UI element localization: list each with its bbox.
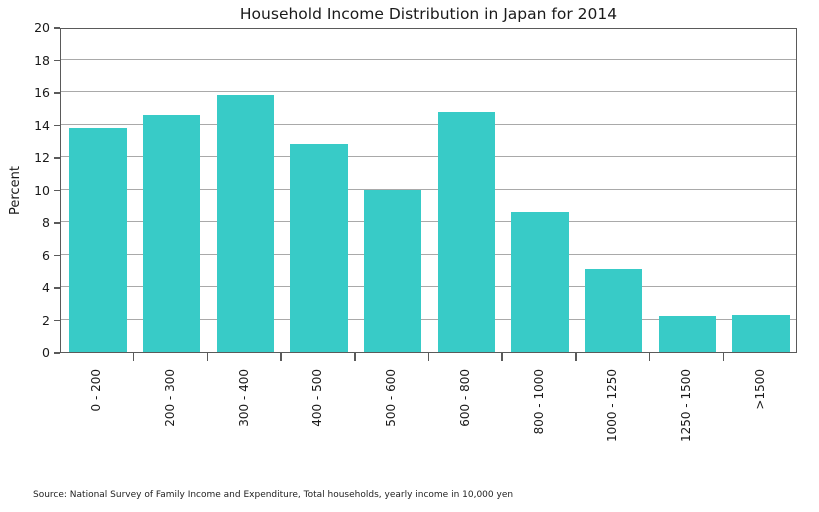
bar-600 - 800 bbox=[437, 111, 496, 352]
bar-400 - 500 bbox=[290, 144, 348, 352]
y-tick-mark-20 bbox=[54, 27, 60, 29]
y-tick-label-20: 20 bbox=[34, 20, 50, 35]
x-tick-mark-1 bbox=[132, 353, 135, 361]
x-tick-label-0 - 200: 0 - 200 bbox=[89, 369, 104, 412]
y-tick-label-8: 8 bbox=[42, 215, 50, 230]
gridline-4 bbox=[61, 286, 796, 287]
y-tick-label-12: 12 bbox=[34, 150, 50, 165]
gridline-14 bbox=[61, 123, 796, 125]
bar-1000 - 1250 bbox=[585, 269, 643, 352]
bar-1250 - 1500 bbox=[658, 316, 717, 352]
y-tick-mark-14 bbox=[54, 124, 60, 127]
bar-0 - 200 bbox=[69, 127, 127, 352]
x-tick-label-1000 - 1250: 1000 - 1250 bbox=[605, 369, 620, 443]
y-tick-mark-4 bbox=[54, 287, 60, 289]
gridline-8 bbox=[61, 221, 796, 222]
x-tick-mark-5 bbox=[427, 353, 430, 361]
bar-300 - 400 bbox=[216, 95, 274, 352]
x-tick-label-200 - 300: 200 - 300 bbox=[163, 369, 178, 427]
chart-title: Household Income Distribution in Japan f… bbox=[239, 5, 618, 23]
source-note: Source: National Survey of Family Income… bbox=[33, 490, 514, 500]
x-tick-mark-8 bbox=[648, 353, 651, 361]
y-tick-mark-10 bbox=[54, 189, 60, 192]
x-tick-label-1250 - 1500: 1250 - 1500 bbox=[678, 369, 693, 443]
bar-800 - 1000 bbox=[511, 212, 569, 352]
gridline-16 bbox=[61, 91, 796, 92]
y-tick-label-14: 14 bbox=[34, 117, 50, 133]
x-tick-label-800 - 1000: 800 - 1000 bbox=[531, 369, 546, 435]
x-tick-label-400 - 500: 400 - 500 bbox=[310, 369, 325, 427]
x-tick-mark-6 bbox=[501, 353, 503, 361]
y-tick-label-16: 16 bbox=[34, 85, 50, 100]
y-tick-mark-16 bbox=[54, 92, 60, 94]
y-tick-mark-8 bbox=[54, 222, 60, 224]
gridline-6 bbox=[61, 253, 796, 255]
gridline-18 bbox=[61, 58, 796, 60]
bar-500 - 600 bbox=[363, 189, 422, 352]
y-tick-label-10: 10 bbox=[34, 182, 50, 198]
x-tick-label-300 - 400: 300 - 400 bbox=[236, 369, 251, 427]
y-tick-mark-18 bbox=[54, 59, 60, 62]
y-tick-mark-6 bbox=[54, 254, 60, 257]
plot-area bbox=[60, 28, 797, 353]
y-tick-label-18: 18 bbox=[34, 52, 50, 68]
y-tick-mark-2 bbox=[54, 319, 60, 322]
bar-200 - 300 bbox=[142, 114, 201, 352]
y-tick-label-0: 0 bbox=[42, 345, 50, 360]
x-tick-mark-4 bbox=[354, 353, 356, 361]
y-tick-label-6: 6 bbox=[42, 247, 50, 263]
y-tick-label-4: 4 bbox=[42, 280, 50, 295]
gridline-10 bbox=[61, 188, 796, 190]
y-tick-mark-0 bbox=[54, 352, 60, 354]
x-tick-mark-9 bbox=[722, 353, 725, 361]
gridline-12 bbox=[61, 156, 796, 157]
gridline-2 bbox=[61, 318, 796, 320]
x-tick-mark-2 bbox=[206, 353, 209, 361]
y-tick-mark-12 bbox=[54, 157, 60, 159]
x-tick-mark-3 bbox=[280, 353, 282, 361]
y-tick-label-2: 2 bbox=[42, 312, 50, 328]
x-tick-mark-7 bbox=[575, 353, 577, 361]
x-tick-label-500 - 600: 500 - 600 bbox=[384, 369, 399, 427]
x-tick-label->1500: >1500 bbox=[752, 369, 767, 410]
x-tick-label-600 - 800: 600 - 800 bbox=[457, 369, 472, 427]
bar->1500 bbox=[732, 314, 790, 352]
